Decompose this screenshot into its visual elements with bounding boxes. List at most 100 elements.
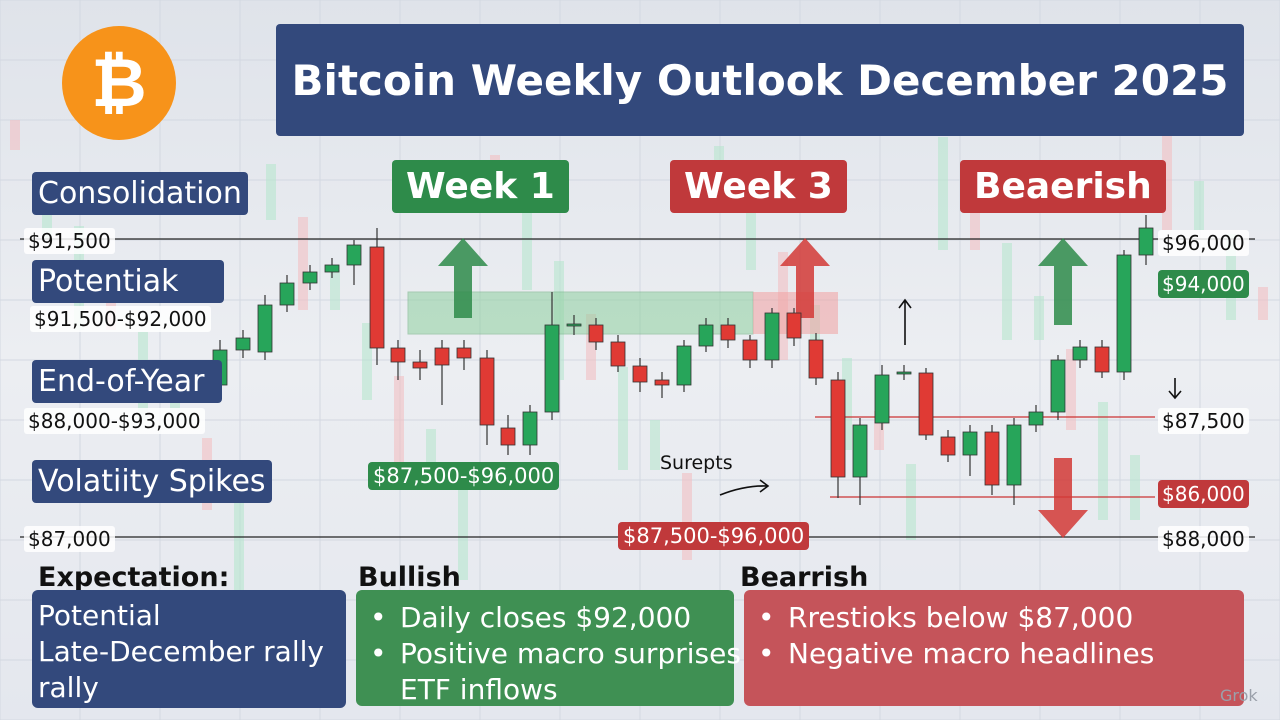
ghost-candle	[522, 208, 532, 290]
ghost-candle	[298, 217, 308, 310]
arrow	[780, 238, 830, 318]
heading: Expectation:	[38, 562, 230, 593]
heading: Bullish	[358, 562, 461, 593]
ghost-candle	[234, 491, 244, 600]
candle-body	[654, 379, 670, 386]
ghost-candle	[874, 411, 884, 450]
title: Bitcoin Weekly Outlook December 2025	[276, 24, 1244, 136]
price-label: $86,000	[1158, 480, 1249, 508]
small-arrow	[898, 298, 912, 345]
candle-body	[235, 337, 251, 351]
small-arrow	[719, 479, 770, 496]
bullet-cont: ETF inflows	[400, 673, 558, 706]
candle-body	[479, 357, 495, 426]
label: Consolidation	[32, 172, 248, 215]
candle-body	[1094, 346, 1110, 373]
note: Surepts	[660, 452, 733, 474]
watermark: Grok	[1220, 686, 1258, 705]
ghost-candle	[106, 279, 116, 330]
ghost-candle	[330, 270, 340, 310]
ghost-candle	[618, 367, 628, 470]
candle-body	[1072, 346, 1088, 361]
bullish-panel: Daily closes $92,000 Positive macro surp…	[356, 590, 741, 706]
price-label: $87,000	[24, 526, 115, 552]
label: Potentiak	[32, 260, 224, 303]
ghost-candle	[938, 137, 948, 250]
candle-body	[742, 339, 758, 361]
ghost-candle	[458, 482, 468, 580]
candle-body	[302, 271, 318, 284]
price-label: $96,000	[1158, 230, 1249, 256]
candle-body	[1138, 227, 1154, 256]
label: End-of-Year	[32, 360, 222, 403]
price-label: $88,000-$93,000	[24, 408, 205, 434]
ghost-candle	[586, 314, 596, 380]
text: Potential	[38, 599, 161, 632]
ghost-candle	[394, 376, 404, 490]
range-label: $87,500-$96,000	[368, 462, 560, 490]
range-label: $87,500-$96,000	[618, 522, 810, 550]
candle-body	[830, 379, 846, 478]
candle-body	[852, 424, 868, 478]
price-label: $87,500	[1158, 408, 1249, 434]
heading: Bearrish	[740, 562, 869, 593]
candle-body	[412, 361, 428, 369]
candle-body	[698, 324, 714, 347]
candle-body	[500, 427, 516, 446]
candle-body	[1028, 411, 1044, 426]
candle-body	[874, 374, 890, 424]
bullet: Daily closes $92,000	[370, 600, 720, 636]
ghost-candle	[1098, 402, 1108, 520]
candle-body	[764, 312, 780, 361]
candle-body	[369, 246, 385, 349]
candle-body	[808, 339, 824, 379]
small-arrow	[1168, 378, 1182, 400]
ghost-candle	[362, 323, 372, 400]
candle-body	[1006, 424, 1022, 486]
candle-body	[1050, 359, 1066, 413]
arrow	[1038, 458, 1088, 538]
candle-body	[324, 264, 340, 273]
ghost-candle	[650, 420, 660, 470]
arrow	[438, 238, 488, 318]
ghost-candle	[266, 164, 276, 220]
candle-body	[588, 324, 604, 343]
ghost-candle	[746, 199, 756, 270]
bearish-panel: Rrestioks below $87,000 Negative macro h…	[744, 590, 1244, 706]
price-label: $88,000	[1158, 526, 1249, 552]
ghost-candle	[682, 473, 692, 560]
ghost-candle	[842, 358, 852, 450]
ghost-candle	[970, 190, 980, 250]
ghost-candle	[1066, 349, 1076, 430]
candle-body	[786, 312, 802, 339]
candle-body	[962, 431, 978, 456]
candle-body	[918, 372, 934, 436]
ghost-candle	[1002, 243, 1012, 340]
candle-body	[720, 324, 736, 341]
candle-body	[346, 244, 362, 266]
ghost-candle	[1258, 287, 1268, 320]
text: Late-December rally	[38, 635, 324, 668]
candle-body	[940, 436, 956, 456]
ghost-candle	[1194, 181, 1204, 230]
arrow	[1038, 238, 1088, 325]
candle-body	[434, 347, 450, 366]
ghost-candle	[1162, 128, 1172, 230]
label: Volatiity Spikes	[32, 460, 272, 503]
candle-body	[544, 324, 560, 413]
candle-body	[984, 431, 1000, 486]
ghost-candle	[10, 120, 20, 150]
candle-body	[632, 365, 648, 383]
candle-body	[390, 347, 406, 363]
price-label: $91,500	[24, 228, 115, 254]
candle-body	[610, 341, 626, 367]
bearish-tag: Beaerish	[960, 160, 1166, 213]
candle-body	[522, 411, 538, 446]
week-tag: Week 3	[670, 160, 847, 213]
expectation-panel: Potential Late-December rally rally	[32, 590, 346, 708]
candle-body	[456, 347, 472, 359]
bullet: Negative macro headlines	[758, 636, 1230, 672]
svg-text:₿: ₿	[91, 44, 146, 123]
bullet: Positive macro surprises	[370, 636, 741, 672]
